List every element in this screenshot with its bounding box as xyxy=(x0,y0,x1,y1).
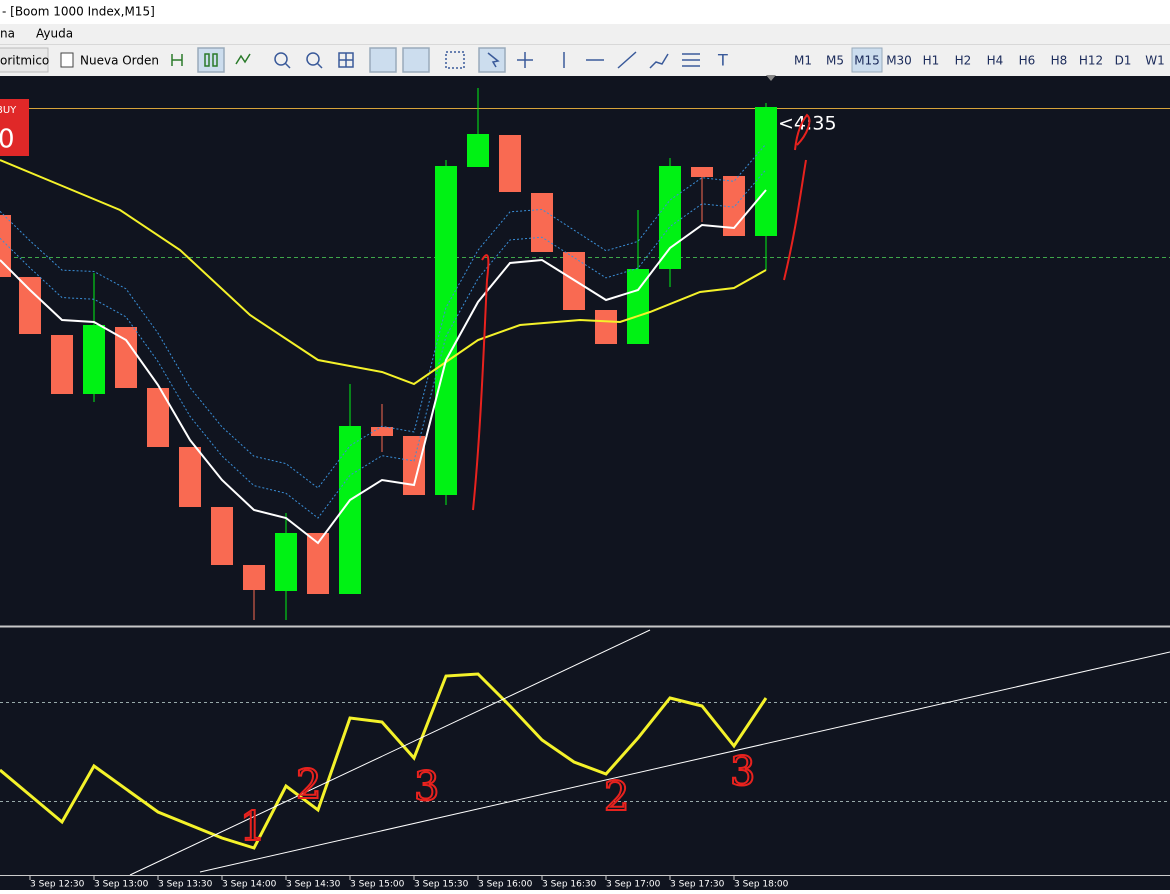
candle-body xyxy=(595,310,617,344)
time-label: 3 Sep 13:00 xyxy=(94,880,149,890)
indicator-line xyxy=(0,672,768,850)
timeframe-button[interactable]: H6 xyxy=(1019,54,1036,68)
candle-body xyxy=(371,427,393,436)
timeframe-button[interactable]: H4 xyxy=(987,54,1004,68)
shift-marker xyxy=(766,75,776,81)
candle-body xyxy=(435,166,457,495)
time-label: 3 Sep 16:00 xyxy=(478,880,533,890)
buy-price[interactable]: 0 xyxy=(0,125,15,155)
annotation: 3 xyxy=(730,749,755,795)
time-label: 3 Sep 15:30 xyxy=(414,880,469,890)
timeframe-button[interactable]: W1 xyxy=(1145,54,1165,68)
annotation: 2 xyxy=(604,774,629,820)
price-label: <4:35 xyxy=(778,113,837,135)
title-bar xyxy=(0,0,1170,24)
candle-body xyxy=(211,507,233,565)
trend-line xyxy=(199,651,1170,873)
timeframe-button[interactable]: H12 xyxy=(1079,54,1103,68)
candle-body xyxy=(627,269,649,344)
buy-label[interactable]: BUY xyxy=(0,105,17,116)
toolbar xyxy=(0,44,1170,76)
candle-body xyxy=(19,277,41,334)
toolbar-icons: T xyxy=(274,47,728,73)
candle-body xyxy=(243,565,265,590)
annotation: 1 xyxy=(240,804,265,850)
candle-body xyxy=(659,166,681,269)
trend-line xyxy=(129,629,651,876)
timeframe-button[interactable]: M5 xyxy=(826,54,844,68)
candle-body xyxy=(275,533,297,591)
timeframe-button[interactable]: H8 xyxy=(1051,54,1068,68)
timeframe-button[interactable]: H1 xyxy=(923,54,940,68)
button[interactable] xyxy=(0,47,49,73)
timeframe-button[interactable]: D1 xyxy=(1115,54,1132,68)
candle-body xyxy=(115,327,137,388)
candle-body xyxy=(0,215,11,277)
candle-body xyxy=(83,325,105,394)
window-title: - [Boom 1000 Index,M15] xyxy=(2,5,155,19)
toolbar-icons xyxy=(171,47,251,73)
timeframe-button[interactable]: M1 xyxy=(794,54,812,68)
candle-body xyxy=(467,134,489,167)
candle-body xyxy=(51,335,73,394)
time-label: 3 Sep 15:00 xyxy=(350,880,405,890)
annotation: 3 xyxy=(414,764,439,810)
buy-panel[interactable] xyxy=(0,99,29,156)
button-label[interactable]: Nueva Orden xyxy=(80,54,159,68)
button-label[interactable]: oritmico xyxy=(0,54,49,68)
candle-body xyxy=(179,447,201,507)
time-label: 3 Sep 18:00 xyxy=(734,880,789,890)
time-label: 3 Sep 17:30 xyxy=(670,880,725,890)
candle-body xyxy=(339,426,361,594)
time-label: 3 Sep 16:30 xyxy=(542,880,597,890)
timeframe-button[interactable]: M15 xyxy=(854,54,880,68)
time-label: 3 Sep 12:30 xyxy=(30,880,85,890)
time-label: 3 Sep 14:00 xyxy=(222,880,277,890)
time-label: 3 Sep 14:30 xyxy=(286,880,341,890)
menu-item[interactable]: Ayuda xyxy=(36,27,73,41)
active-timeframe xyxy=(851,47,883,73)
moving-average xyxy=(0,143,767,489)
timeframe-button[interactable]: M30 xyxy=(886,54,912,68)
candle-body xyxy=(691,167,713,177)
candle-body xyxy=(403,436,425,495)
candle-body xyxy=(147,388,169,447)
icon xyxy=(60,52,74,68)
timeframe-button[interactable]: H2 xyxy=(955,54,972,68)
chart-area xyxy=(0,76,1170,890)
time-label: 3 Sep 13:30 xyxy=(158,880,213,890)
candle-body xyxy=(531,193,553,252)
svg-text:T: T xyxy=(717,51,728,70)
handwriting xyxy=(472,113,811,511)
candle-body xyxy=(755,107,777,236)
menu-bar xyxy=(0,24,1170,44)
annotation: 2 xyxy=(296,762,321,808)
time-label: 3 Sep 17:00 xyxy=(606,880,661,890)
menu-item[interactable]: na xyxy=(0,27,15,41)
moving-average xyxy=(0,189,767,545)
candle-body xyxy=(499,135,521,192)
candle-body xyxy=(307,533,329,594)
